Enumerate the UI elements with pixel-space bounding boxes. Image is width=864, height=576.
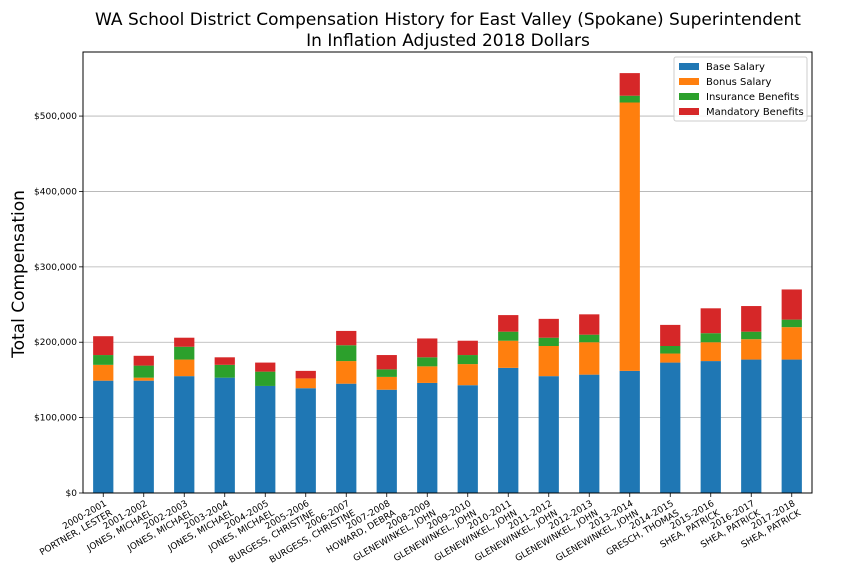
legend-swatch bbox=[679, 63, 699, 70]
bar-segment-bonus-salary bbox=[498, 340, 519, 368]
bar-segment-bonus-salary bbox=[457, 364, 478, 386]
bar-segment-insurance-benefits bbox=[538, 337, 559, 346]
bar-segment-base-salary bbox=[174, 376, 195, 493]
bar-segment-bonus-salary bbox=[538, 346, 559, 377]
chart-title: WA School District Compensation History … bbox=[95, 10, 801, 30]
bar-segment-bonus-salary bbox=[700, 342, 721, 362]
bar-segment-insurance-benefits bbox=[660, 346, 681, 354]
y-tick-label: $300,000 bbox=[34, 263, 77, 273]
bar-segment-base-salary bbox=[538, 376, 559, 493]
bar-segment-base-salary bbox=[619, 370, 640, 493]
bar-segment-mandatory-benefits bbox=[255, 362, 276, 372]
bar-segment-mandatory-benefits bbox=[133, 355, 154, 366]
bar-segment-mandatory-benefits bbox=[295, 370, 316, 379]
bar-segment-insurance-benefits bbox=[133, 365, 154, 378]
bar-segment-mandatory-benefits bbox=[336, 330, 357, 346]
bar-segment-insurance-benefits bbox=[417, 357, 438, 367]
bar-segment-mandatory-benefits bbox=[498, 315, 519, 332]
legend: Base Salary Bonus Salary Insurance Benefit… bbox=[673, 56, 808, 122]
y-tick-label: $200,000 bbox=[34, 338, 77, 348]
bar-segment-mandatory-benefits bbox=[538, 318, 559, 338]
bar-segment-insurance-benefits bbox=[498, 331, 519, 341]
y-axis-label: Total Compensation bbox=[9, 190, 29, 359]
bar-segment-base-salary bbox=[93, 380, 114, 493]
bar-segment-mandatory-benefits bbox=[741, 306, 762, 332]
y-ticks: $0 $100,000 $200,000 $300,000 $400,000 $500,0… bbox=[34, 112, 83, 499]
bar-segment-bonus-salary bbox=[741, 339, 762, 360]
bar-segment-bonus-salary bbox=[619, 102, 640, 371]
legend-swatch bbox=[679, 108, 699, 115]
bar-segment-mandatory-benefits bbox=[457, 340, 478, 356]
bar-segment-base-salary bbox=[498, 367, 519, 493]
bar-segment-base-salary bbox=[255, 385, 276, 493]
bar-segment-insurance-benefits bbox=[619, 95, 640, 103]
bar-segment-mandatory-benefits bbox=[174, 337, 195, 347]
bar-segment-base-salary bbox=[741, 359, 762, 493]
bar-segment-base-salary bbox=[781, 359, 802, 493]
legend-label: Base Salary bbox=[706, 62, 765, 73]
bar-segment-base-salary bbox=[417, 382, 438, 493]
bar-segment-mandatory-benefits bbox=[781, 289, 802, 320]
bar-segment-insurance-benefits bbox=[376, 369, 397, 377]
bar-segment-mandatory-benefits bbox=[619, 73, 640, 96]
bar-segment-insurance-benefits bbox=[457, 355, 478, 365]
bar-segment-insurance-benefits bbox=[700, 333, 721, 343]
legend-swatch bbox=[679, 78, 699, 85]
bar-segment-bonus-salary bbox=[93, 364, 114, 381]
bar-segment-mandatory-benefits bbox=[660, 324, 681, 346]
y-tick-label: $100,000 bbox=[34, 414, 77, 424]
bar-segment-mandatory-benefits bbox=[376, 355, 397, 370]
bar-segment-insurance-benefits bbox=[579, 334, 600, 343]
bar-segment-bonus-salary bbox=[336, 361, 357, 384]
bar-segment-insurance-benefits bbox=[255, 371, 276, 386]
bar-segment-insurance-benefits bbox=[214, 364, 235, 378]
bar-segment-insurance-benefits bbox=[336, 345, 357, 362]
legend-swatch bbox=[679, 93, 699, 100]
bar-segment-insurance-benefits bbox=[174, 346, 195, 360]
bar-segment-base-salary bbox=[457, 385, 478, 493]
chart-subtitle: In Inflation Adjusted 2018 Dollars bbox=[306, 31, 590, 51]
bar-segment-base-salary bbox=[214, 377, 235, 493]
bar-segment-bonus-salary bbox=[579, 342, 600, 375]
bar-segment-bonus-salary bbox=[781, 327, 802, 360]
bar-segment-mandatory-benefits bbox=[700, 308, 721, 334]
y-tick-label: $400,000 bbox=[34, 187, 77, 197]
bar-segment-mandatory-benefits bbox=[93, 336, 114, 356]
bar-segment-bonus-salary bbox=[295, 378, 316, 389]
legend-label: Mandatory Benefits bbox=[706, 107, 804, 118]
bar-segment-base-salary bbox=[579, 374, 600, 493]
bar-segment-base-salary bbox=[660, 362, 681, 493]
bar-segment-bonus-salary bbox=[376, 376, 397, 390]
bar-segment-bonus-salary bbox=[174, 359, 195, 377]
bar-segment-insurance-benefits bbox=[741, 331, 762, 340]
bar-segment-bonus-salary bbox=[660, 353, 681, 363]
y-tick-label: $500,000 bbox=[34, 112, 77, 122]
bar-segment-base-salary bbox=[133, 380, 154, 493]
bar-segment-base-salary bbox=[336, 383, 357, 493]
y-tick-label: $0 bbox=[66, 489, 78, 499]
bar-segment-mandatory-benefits bbox=[417, 338, 438, 358]
bar-segment-insurance-benefits bbox=[93, 355, 114, 365]
bar-segment-insurance-benefits bbox=[781, 319, 802, 328]
legend-label: Bonus Salary bbox=[706, 77, 772, 88]
legend-box bbox=[673, 56, 808, 122]
bar-segment-bonus-salary bbox=[133, 377, 154, 381]
plot-frame bbox=[82, 51, 813, 494]
bar-segment-mandatory-benefits bbox=[579, 314, 600, 335]
bar-segment-bonus-salary bbox=[417, 366, 438, 383]
bar-segment-mandatory-benefits bbox=[214, 357, 235, 365]
bar-segment-base-salary bbox=[295, 388, 316, 493]
axes bbox=[82, 51, 813, 494]
bar-segment-base-salary bbox=[376, 389, 397, 493]
bar-segment-base-salary bbox=[700, 361, 721, 493]
legend-label: Insurance Benefits bbox=[706, 92, 799, 103]
bars bbox=[93, 73, 802, 493]
